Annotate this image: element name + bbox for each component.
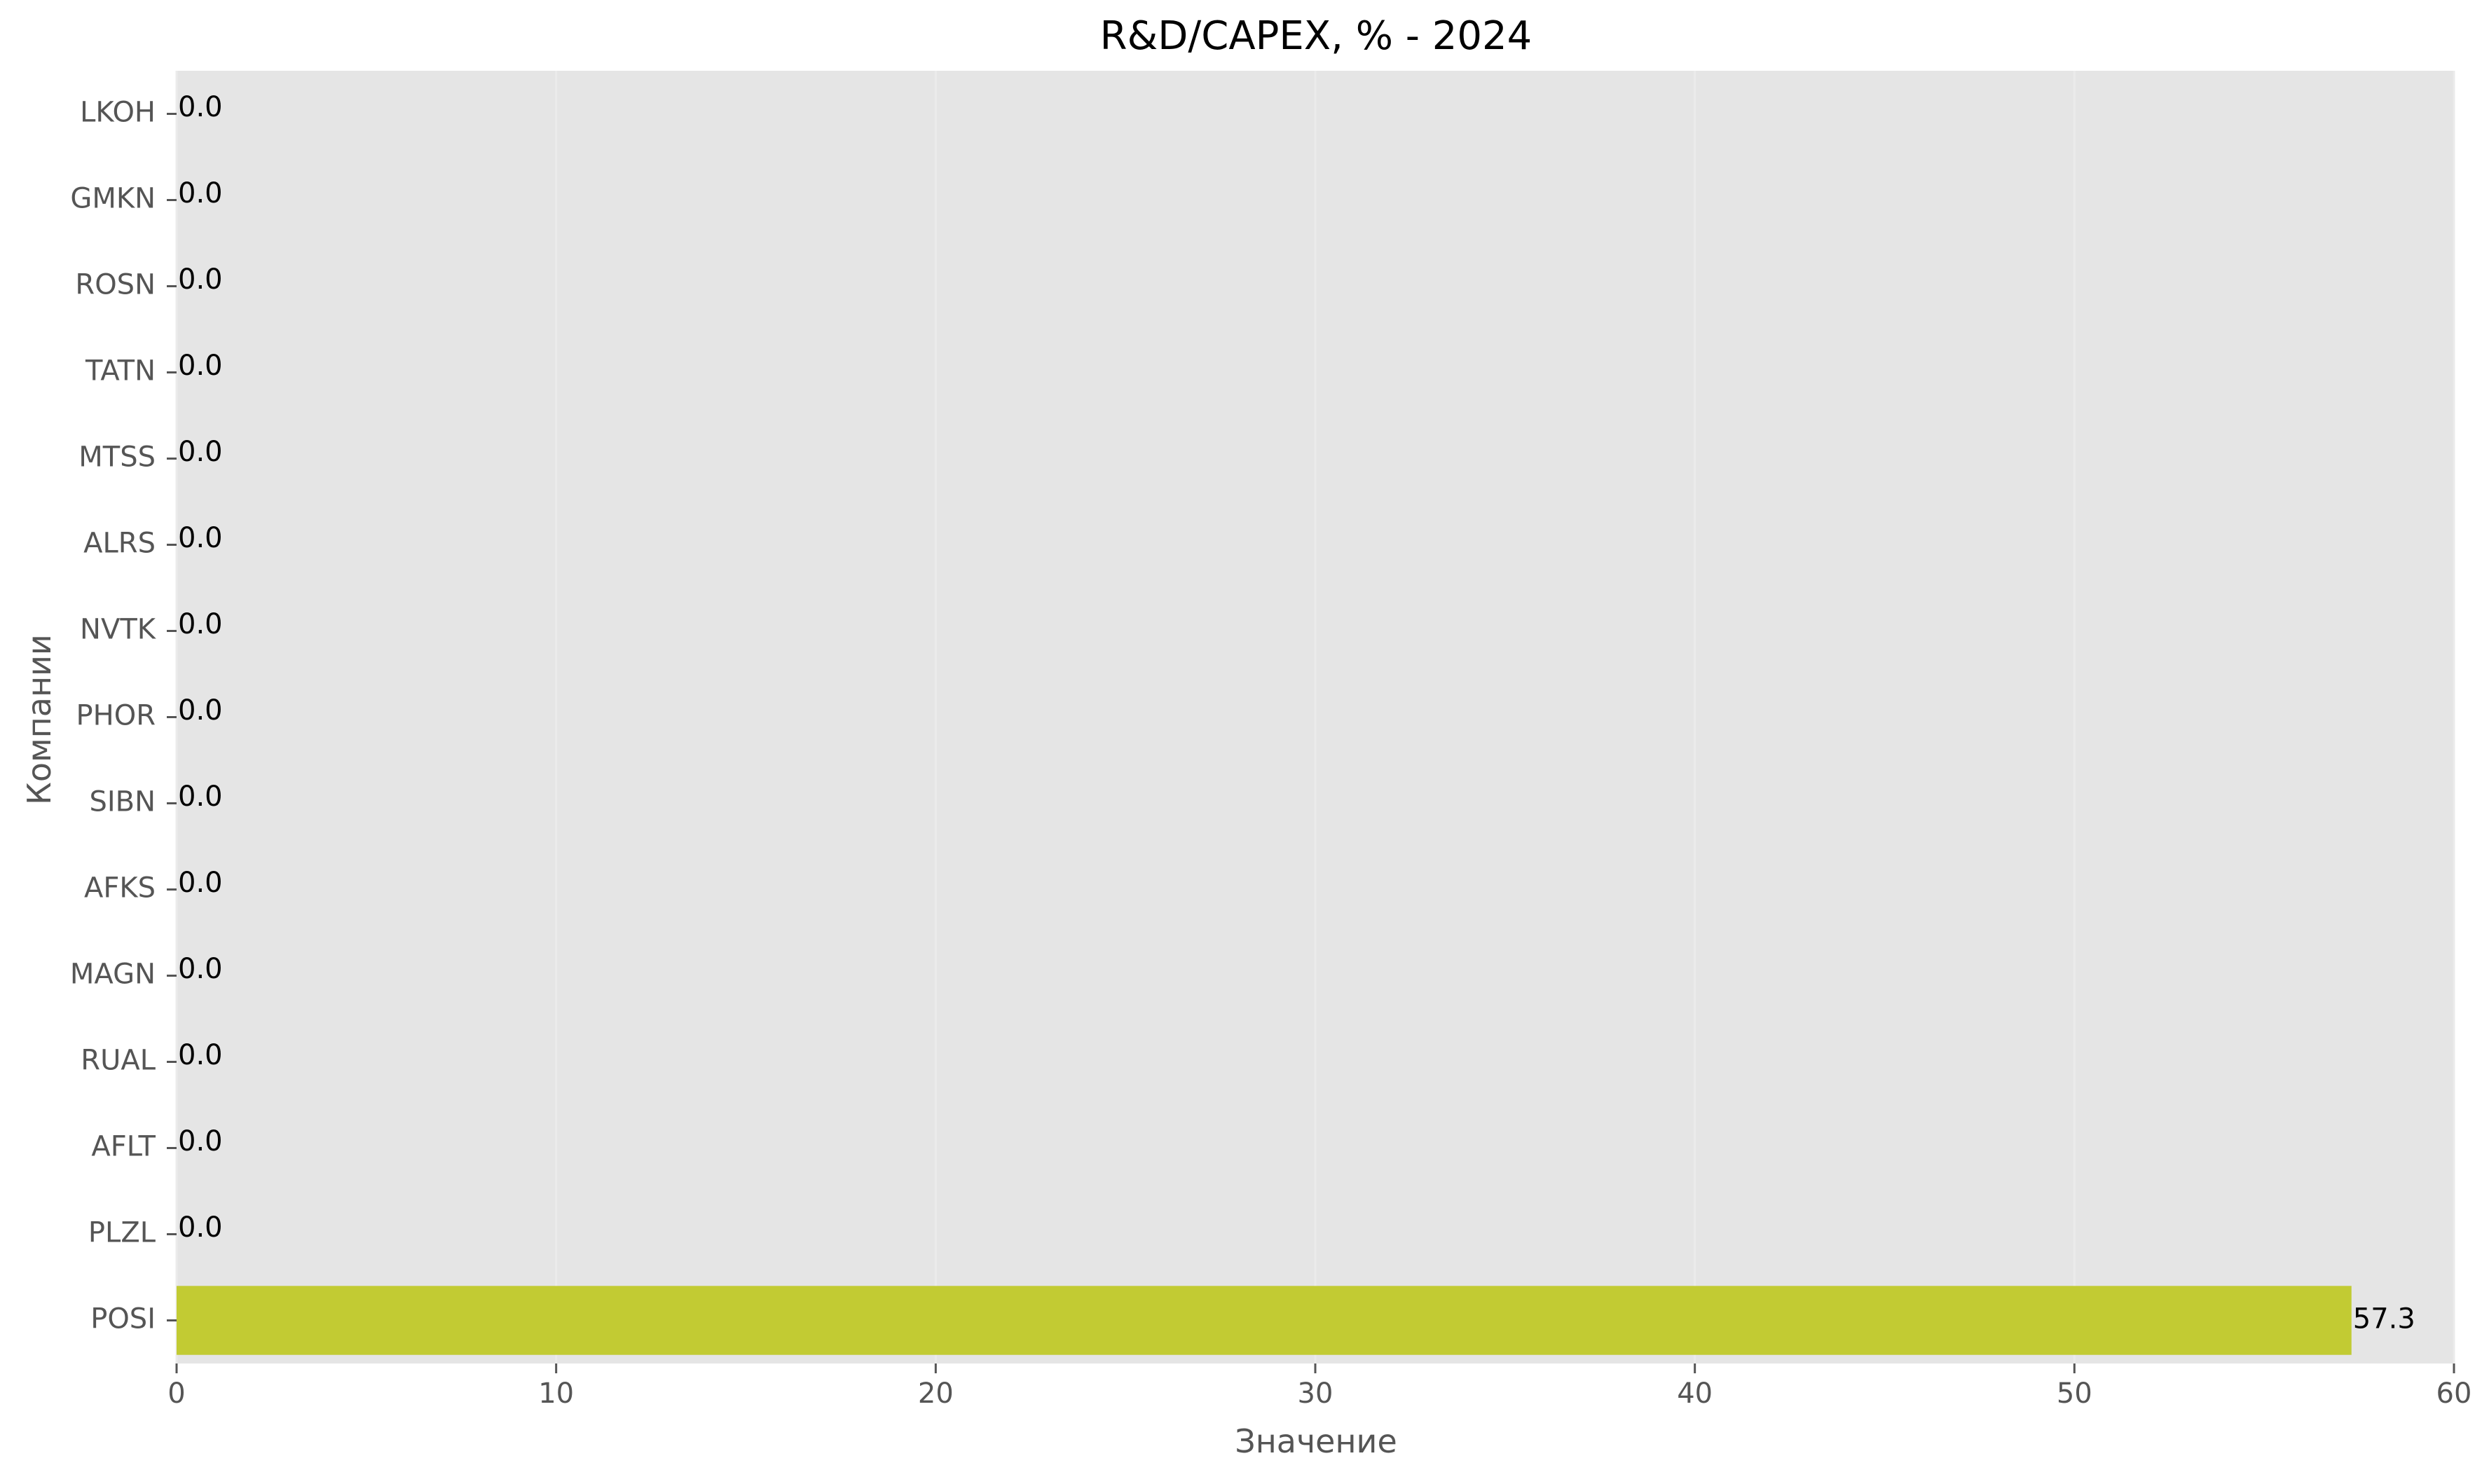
bar-posi <box>177 1286 2352 1355</box>
value-label-magn: 0.0 <box>178 953 223 985</box>
y-tick-label-posi: POSI <box>90 1303 156 1335</box>
value-label-rosn: 0.0 <box>178 263 223 296</box>
x-tick-label-3: 30 <box>1298 1377 1333 1410</box>
y-tick-label-lkoh: LKOH <box>80 97 156 129</box>
value-label-sibn: 0.0 <box>178 781 223 813</box>
y-tick-label-tatn: TATN <box>85 355 156 387</box>
y-tick-label-rosn: ROSN <box>75 269 156 301</box>
value-label-lkoh: 0.0 <box>178 91 223 123</box>
value-label-rual: 0.0 <box>178 1039 223 1071</box>
y-tick-label-nvtk: NVTK <box>80 614 157 646</box>
y-tick-label-plzl: PLZL <box>88 1217 156 1249</box>
y-tick-label-phor: PHOR <box>76 700 156 732</box>
x-axis-label: Значение <box>1235 1422 1397 1460</box>
y-tick-label-magn: MAGN <box>70 959 156 991</box>
value-label-mtss: 0.0 <box>178 436 223 468</box>
y-tick-label-gmkn: GMKN <box>70 183 156 215</box>
value-label-nvtk: 0.0 <box>178 608 223 640</box>
y-tick-label-sibn: SIBN <box>89 786 156 818</box>
value-label-gmkn: 0.0 <box>178 177 223 209</box>
value-label-alrs: 0.0 <box>178 522 223 554</box>
y-axis-label: Компании <box>20 634 58 805</box>
y-tick-label-aflt: AFLT <box>91 1131 156 1163</box>
x-tick-label-0: 0 <box>167 1377 185 1410</box>
y-tick-label-afks: AFKS <box>84 872 156 905</box>
value-label-afks: 0.0 <box>178 867 223 899</box>
x-tick-label-6: 60 <box>2436 1377 2472 1410</box>
value-label-tatn: 0.0 <box>178 350 223 382</box>
value-label-aflt: 0.0 <box>178 1125 223 1157</box>
chart-title: R&D/CAPEX, % - 2024 <box>1100 13 1533 59</box>
x-tick-label-4: 40 <box>1677 1377 1713 1410</box>
y-tick-label-mtss: MTSS <box>78 441 156 474</box>
value-label-posi: 57.3 <box>2353 1303 2415 1335</box>
value-label-phor: 0.0 <box>178 694 223 727</box>
x-tick-label-1: 10 <box>538 1377 574 1410</box>
x-tick-label-2: 20 <box>918 1377 954 1410</box>
value-label-plzl: 0.0 <box>178 1211 223 1244</box>
y-tick-label-rual: RUAL <box>81 1045 156 1077</box>
x-tick-label-5: 50 <box>2057 1377 2092 1410</box>
y-tick-label-alrs: ALRS <box>83 528 156 560</box>
